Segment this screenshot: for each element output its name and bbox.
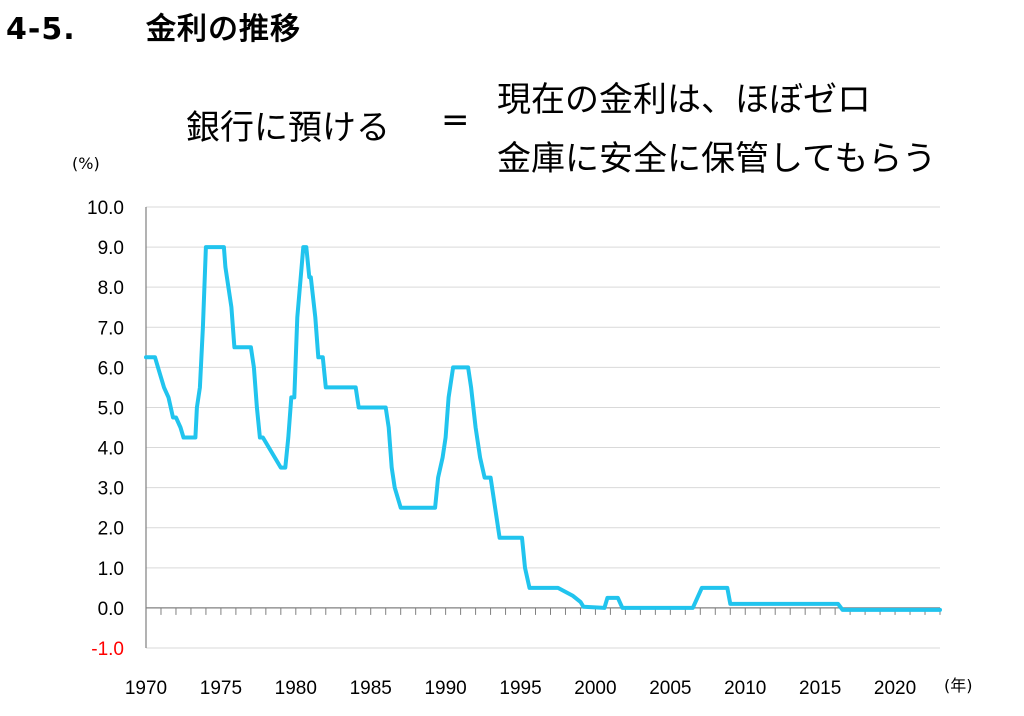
section-number: 4-5. xyxy=(6,12,76,47)
series-layer xyxy=(144,245,942,612)
chart-grid xyxy=(146,206,940,649)
y-tick-label: 0.0 xyxy=(98,599,124,620)
x-tick-labels: 1970 1975 1980 1985 1990 1995 2000 2005 2010 2015… xyxy=(125,678,916,699)
y-axis-unit: (%) xyxy=(72,154,100,173)
y-tick-label: -1.0 xyxy=(91,639,124,660)
y-tick-label: 5.0 xyxy=(98,398,124,419)
y-tick-label: 7.0 xyxy=(98,318,124,339)
x-tick-label: 2015 xyxy=(799,678,841,699)
y-tick-label: 9.0 xyxy=(98,238,124,259)
y-tick-label: 2.0 xyxy=(98,519,124,540)
y-tick-labels: -1.0 0.0 1.0 2.0 3.0 4.0 5.0 6.0 7.0 8.0 9.0 10.0 xyxy=(87,198,124,660)
slide-heading: 4-5. 金利の推移 xyxy=(6,4,301,48)
chart-axes xyxy=(145,207,941,648)
x-tick-label: 1990 xyxy=(424,678,466,699)
x-tick-label: 1995 xyxy=(499,678,541,699)
x-tick-label: 1970 xyxy=(125,678,167,699)
message-right-line1: 現在の金利は、ほぼゼロ xyxy=(497,80,871,120)
x-tick-label: 2005 xyxy=(649,678,691,699)
y-tick-label: 6.0 xyxy=(98,358,124,379)
message-right-line2: 金庫に安全に保管してもらう xyxy=(497,139,937,179)
x-tick-label: 1975 xyxy=(200,678,242,699)
message-left: 銀行に預ける xyxy=(186,108,390,148)
y-tick-label: 3.0 xyxy=(98,479,124,500)
slide-title: 金利の推移 xyxy=(146,12,301,47)
y-tick-label: 1.0 xyxy=(98,559,124,580)
x-axis-unit: (年) xyxy=(944,676,973,695)
x-tick-label: 2010 xyxy=(724,678,766,699)
y-tick-label: 8.0 xyxy=(98,278,124,299)
y-tick-label: 4.0 xyxy=(98,439,124,460)
x-tick-label: 2000 xyxy=(574,678,616,699)
series-line xyxy=(144,245,942,612)
x-tick-label: 1980 xyxy=(275,678,317,699)
y-tick-label: 10.0 xyxy=(87,198,124,219)
equals-sign: = xyxy=(441,100,470,140)
x-tick-label: 1985 xyxy=(350,678,392,699)
x-tick-label: 2020 xyxy=(874,678,916,699)
